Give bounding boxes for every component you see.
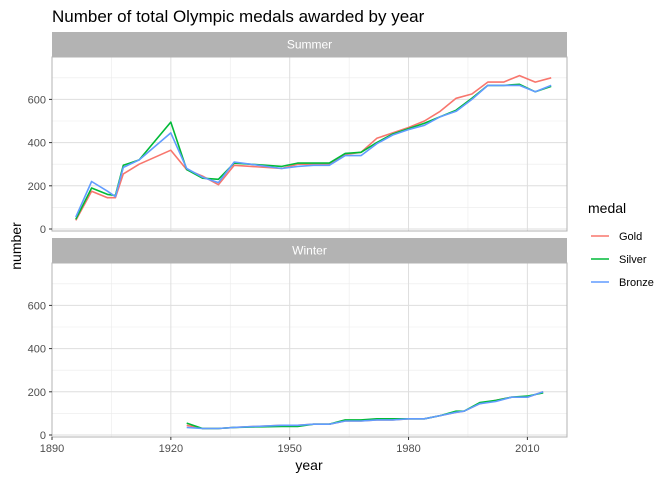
facet-strip xyxy=(52,238,567,263)
chart-title: Number of total Olympic medals awarded b… xyxy=(52,7,425,26)
panel-background xyxy=(52,263,567,437)
y-tick-label: 0 xyxy=(40,224,46,236)
legend-item-bronze: Bronze xyxy=(591,277,654,289)
facet-panels: Summer Winter xyxy=(51,32,568,438)
y-tick-label: 200 xyxy=(28,181,46,193)
panel-border xyxy=(51,262,568,438)
facet-winter: Winter xyxy=(51,238,568,438)
x-axis-title: year xyxy=(295,457,323,473)
legend-items: Gold Silver Bronze xyxy=(591,231,654,289)
facet-summer: Summer xyxy=(51,32,568,232)
legend-item-silver: Silver xyxy=(591,254,647,266)
y-tick-label: 600 xyxy=(28,300,46,312)
legend-label: Silver xyxy=(619,254,647,266)
x-tick-label: 1920 xyxy=(159,443,183,455)
panel-border xyxy=(51,56,568,232)
series-line-summer-gold xyxy=(75,74,552,221)
x-tick-label: 1890 xyxy=(40,443,64,455)
y-tick-label: 400 xyxy=(28,138,46,150)
y-tick-label: 600 xyxy=(28,94,46,106)
y-axis: 0 200 400 600 0 200 400 600 xyxy=(28,94,52,442)
legend: medal Gold Silver Bronze xyxy=(588,200,654,289)
y-tick-label: 200 xyxy=(28,387,46,399)
series-line-summer-bronze xyxy=(75,84,552,218)
panel-background xyxy=(52,57,567,231)
y-tick-label: 400 xyxy=(28,344,46,356)
y-tick-label: 0 xyxy=(40,430,46,442)
series-line-winter-bronze xyxy=(186,391,544,430)
y-axis-title: number xyxy=(8,222,24,270)
legend-item-gold: Gold xyxy=(591,231,642,243)
x-tick-label: 2010 xyxy=(515,443,539,455)
x-tick-label: 1980 xyxy=(396,443,420,455)
x-axis: 1890 1920 1950 1980 2010 xyxy=(40,437,540,455)
facet-strip-label: Winter xyxy=(292,244,327,258)
facet-strip xyxy=(52,32,567,57)
x-tick-label: 1950 xyxy=(277,443,301,455)
facet-strip-label: Summer xyxy=(287,38,332,52)
legend-label: Gold xyxy=(619,231,642,243)
legend-label: Bronze xyxy=(619,277,654,289)
legend-title: medal xyxy=(588,200,626,216)
